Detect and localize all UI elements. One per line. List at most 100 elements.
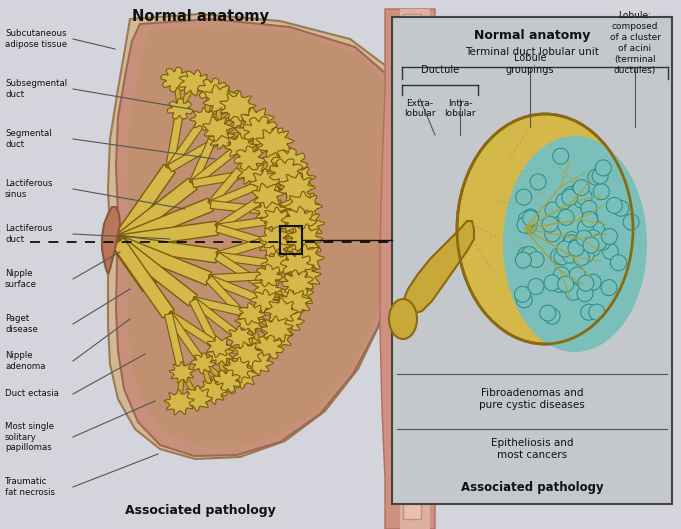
Ellipse shape <box>412 96 420 106</box>
Polygon shape <box>218 344 249 357</box>
Text: Lactiferous
duct: Lactiferous duct <box>5 224 52 244</box>
Polygon shape <box>115 235 212 285</box>
Circle shape <box>563 187 579 203</box>
Polygon shape <box>113 236 165 284</box>
Circle shape <box>563 235 580 251</box>
Polygon shape <box>276 257 306 267</box>
Circle shape <box>602 243 618 259</box>
Polygon shape <box>197 379 227 405</box>
Circle shape <box>569 267 586 283</box>
Text: Traumatic
fat necrosis: Traumatic fat necrosis <box>5 477 55 497</box>
Ellipse shape <box>412 377 420 387</box>
Polygon shape <box>238 120 259 148</box>
Polygon shape <box>168 98 193 119</box>
Polygon shape <box>275 262 304 280</box>
Polygon shape <box>214 370 240 393</box>
Circle shape <box>528 252 544 268</box>
Text: Terminal duct lobular unit: Terminal duct lobular unit <box>465 47 599 57</box>
Polygon shape <box>275 204 304 222</box>
Circle shape <box>516 252 531 268</box>
Ellipse shape <box>405 88 425 130</box>
Polygon shape <box>251 157 280 175</box>
Polygon shape <box>266 170 288 197</box>
Polygon shape <box>220 92 255 121</box>
Polygon shape <box>248 141 276 161</box>
Polygon shape <box>114 235 171 272</box>
Polygon shape <box>192 297 252 318</box>
Polygon shape <box>270 208 299 225</box>
Polygon shape <box>197 78 228 103</box>
Polygon shape <box>251 309 281 316</box>
Circle shape <box>574 192 590 208</box>
Polygon shape <box>215 252 270 292</box>
Polygon shape <box>261 207 292 232</box>
Polygon shape <box>263 299 289 322</box>
Ellipse shape <box>412 112 420 122</box>
Polygon shape <box>265 298 298 325</box>
Polygon shape <box>165 108 184 169</box>
Bar <box>392 17 672 504</box>
Polygon shape <box>210 200 271 215</box>
Circle shape <box>581 304 597 320</box>
Circle shape <box>558 276 573 292</box>
Polygon shape <box>235 311 264 334</box>
Polygon shape <box>166 311 221 350</box>
Circle shape <box>595 160 612 176</box>
Polygon shape <box>191 143 242 187</box>
Circle shape <box>556 241 573 257</box>
Circle shape <box>564 232 580 248</box>
Polygon shape <box>246 335 280 363</box>
Circle shape <box>623 214 639 230</box>
Circle shape <box>578 247 594 262</box>
Text: Duct ectasia: Duct ectasia <box>5 389 59 398</box>
Polygon shape <box>238 160 268 186</box>
Polygon shape <box>276 164 316 195</box>
Circle shape <box>574 243 590 259</box>
Polygon shape <box>189 127 221 185</box>
Circle shape <box>553 148 569 164</box>
Polygon shape <box>112 195 159 247</box>
Ellipse shape <box>412 104 420 114</box>
Bar <box>403 14 421 519</box>
Polygon shape <box>202 99 229 121</box>
Polygon shape <box>255 264 283 287</box>
Circle shape <box>578 275 594 291</box>
Polygon shape <box>250 312 279 332</box>
Circle shape <box>540 305 556 321</box>
Polygon shape <box>117 221 218 249</box>
Circle shape <box>563 247 578 263</box>
Ellipse shape <box>412 457 420 467</box>
Circle shape <box>563 236 578 252</box>
Polygon shape <box>218 353 227 384</box>
Polygon shape <box>115 198 213 249</box>
Polygon shape <box>281 206 317 236</box>
Polygon shape <box>223 357 253 382</box>
Circle shape <box>576 189 592 205</box>
Circle shape <box>595 234 611 250</box>
Polygon shape <box>241 349 273 376</box>
Polygon shape <box>178 81 196 111</box>
Polygon shape <box>239 335 269 350</box>
Polygon shape <box>210 371 240 396</box>
Polygon shape <box>252 123 285 150</box>
Polygon shape <box>191 353 215 373</box>
Polygon shape <box>264 162 300 192</box>
Polygon shape <box>116 234 174 259</box>
Circle shape <box>565 284 582 300</box>
Polygon shape <box>220 114 244 140</box>
Polygon shape <box>259 323 293 351</box>
Polygon shape <box>168 135 223 172</box>
Polygon shape <box>288 210 325 239</box>
Circle shape <box>585 240 601 256</box>
Circle shape <box>572 247 588 263</box>
Text: Lobule
groupings: Lobule groupings <box>506 53 554 75</box>
Text: Paget
disease: Paget disease <box>5 314 38 334</box>
Circle shape <box>522 211 539 226</box>
Polygon shape <box>164 389 194 415</box>
Circle shape <box>522 247 537 262</box>
Polygon shape <box>274 243 304 248</box>
Ellipse shape <box>457 114 633 344</box>
Circle shape <box>544 308 560 324</box>
Polygon shape <box>279 173 315 203</box>
Ellipse shape <box>412 449 420 459</box>
